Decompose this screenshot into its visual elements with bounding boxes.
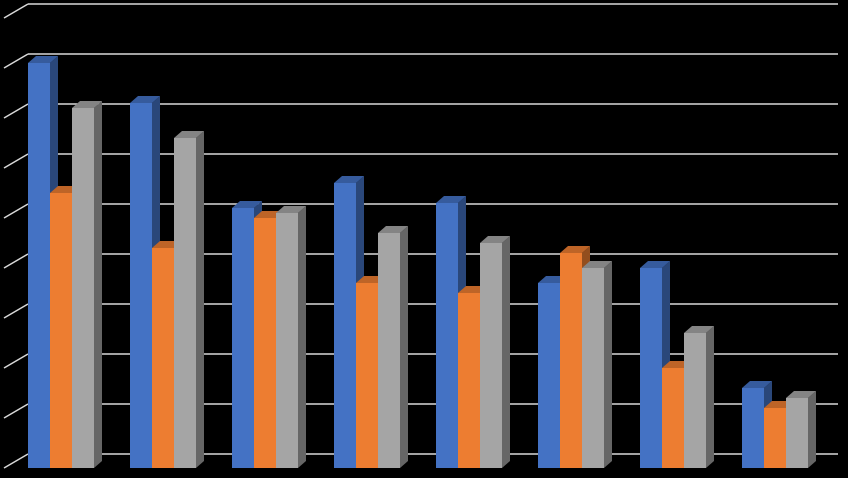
bar-front <box>742 388 764 468</box>
bar-top <box>640 261 670 268</box>
bar-front <box>50 193 72 468</box>
bar-front <box>786 398 808 468</box>
bar-front <box>174 138 196 468</box>
bar-front <box>334 183 356 468</box>
bar-front <box>480 243 502 468</box>
bar-side <box>298 206 306 468</box>
bar-front <box>130 103 152 468</box>
bar-top <box>582 261 612 268</box>
bar-front <box>28 63 50 468</box>
bars <box>28 56 816 468</box>
bar <box>378 226 408 468</box>
bar-front <box>662 368 684 468</box>
bar-front <box>582 268 604 468</box>
gridline-depth <box>3 153 29 169</box>
gridline-depth <box>3 3 29 19</box>
bar <box>786 391 816 468</box>
bar-top <box>786 391 816 398</box>
bar <box>582 261 612 468</box>
gridline-depth <box>3 53 29 69</box>
bar-front <box>560 253 582 468</box>
bar-front <box>378 233 400 468</box>
bar-side <box>604 261 612 468</box>
bar-front <box>640 268 662 468</box>
bar-front <box>538 283 560 468</box>
bar-front <box>436 203 458 468</box>
gridline-depth <box>3 453 29 469</box>
bar-front <box>684 333 706 468</box>
bar-front <box>764 408 786 468</box>
bar-side <box>94 101 102 468</box>
bar-top <box>276 206 306 213</box>
bar <box>72 101 102 468</box>
bar-top <box>174 131 204 138</box>
bar-front <box>152 248 174 468</box>
bar-side <box>808 391 816 468</box>
bar-front <box>232 208 254 468</box>
bar-top <box>28 56 58 63</box>
bar-top <box>480 236 510 243</box>
bar-top <box>436 196 466 203</box>
bar-top <box>232 201 262 208</box>
bar-front <box>356 283 378 468</box>
bar <box>480 236 510 468</box>
bar-top <box>378 226 408 233</box>
bar-top <box>130 96 160 103</box>
bar-top <box>334 176 364 183</box>
bar-front <box>276 213 298 468</box>
bar <box>684 326 714 468</box>
bar-side <box>502 236 510 468</box>
gridline-depth <box>3 303 29 319</box>
gridline-depth <box>3 403 29 419</box>
gridline-depth <box>3 103 29 119</box>
bar <box>276 206 306 468</box>
bar-top <box>684 326 714 333</box>
bar-side <box>196 131 204 468</box>
bar-top <box>72 101 102 108</box>
bar-front <box>72 108 94 468</box>
bar-front <box>458 293 480 468</box>
bar <box>174 131 204 468</box>
bar-side <box>400 226 408 468</box>
bar-side <box>706 326 714 468</box>
gridline-depth <box>3 353 29 369</box>
bar-top <box>742 381 772 388</box>
bar-front <box>254 218 276 468</box>
gridline-depth <box>3 203 29 219</box>
gridline-depth <box>3 253 29 269</box>
bar-top <box>560 246 590 253</box>
